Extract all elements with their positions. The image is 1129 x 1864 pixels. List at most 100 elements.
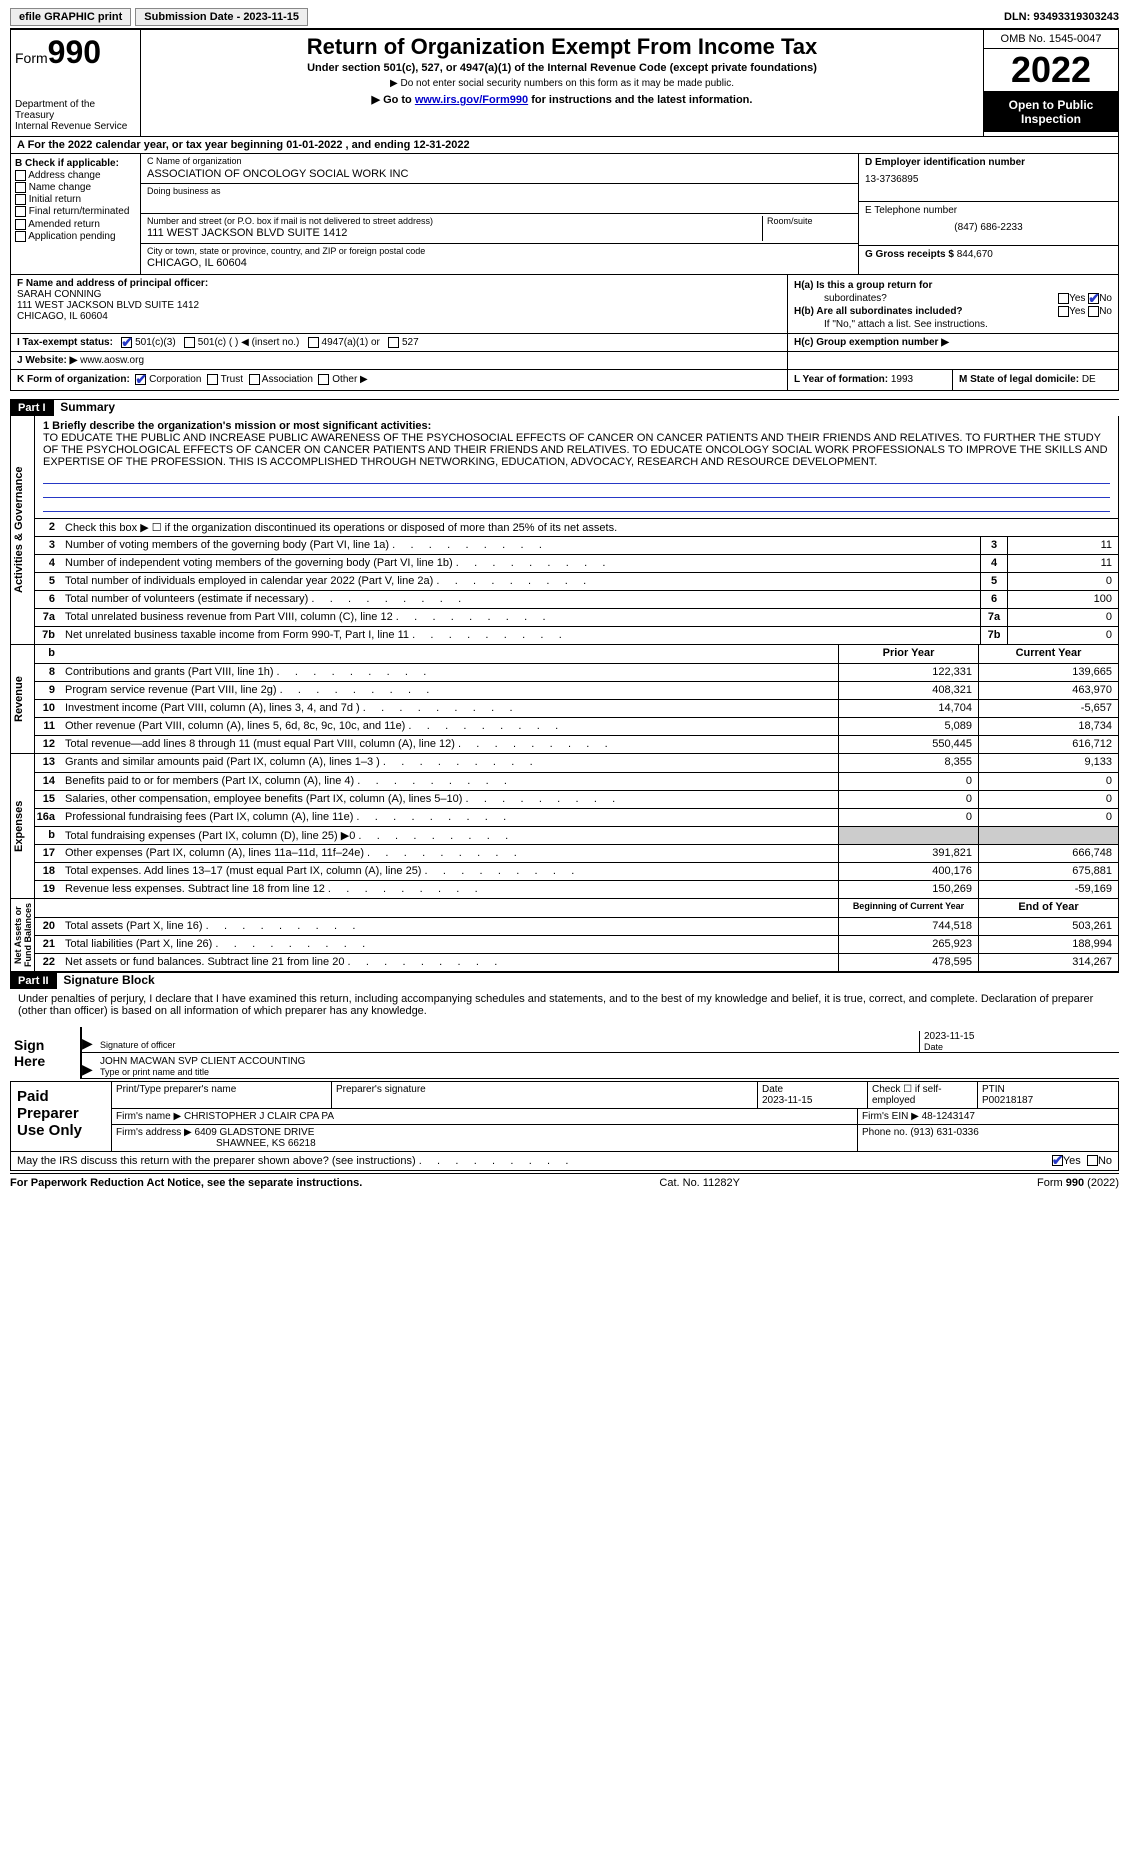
part2-badge: Part II (10, 973, 57, 989)
firm-ein: 48-1243147 (922, 1111, 975, 1122)
summary-line: 17Other expenses (Part IX, column (A), l… (35, 844, 1118, 862)
website-label: J Website: ▶ (17, 355, 77, 366)
sig-officer-label: Signature of officer (100, 1040, 175, 1050)
eoy-hdr: End of Year (978, 899, 1118, 917)
summary-line: 18Total expenses. Add lines 13–17 (must … (35, 862, 1118, 880)
tax-year: 2022 (984, 49, 1118, 92)
summary-line: 21Total liabilities (Part X, line 26)265… (35, 935, 1118, 953)
part1-badge: Part I (10, 400, 54, 416)
part2-title: Signature Block (63, 973, 154, 987)
net-assets-section: Net Assets or Fund Balances Beginning of… (10, 899, 1119, 972)
summary-line: 12Total revenue—add lines 8 through 11 (… (35, 735, 1118, 753)
street-label: Number and street (or P.O. box if mail i… (147, 216, 762, 226)
summary-line: 19Revenue less expenses. Subtract line 1… (35, 880, 1118, 898)
officer-print-name: JOHN MACWAN SVP CLIENT ACCOUNTING (100, 1056, 1115, 1067)
hc-label: H(c) Group exemption number ▶ (794, 337, 949, 348)
cb-address-change[interactable]: Address change (15, 170, 136, 181)
cb-527[interactable] (388, 337, 399, 348)
sig-date-label: Date (924, 1042, 1115, 1052)
cb-other[interactable] (318, 374, 329, 385)
entity-info-block: B Check if applicable: Address change Na… (10, 154, 1119, 275)
submission-date-button[interactable]: Submission Date - 2023-11-15 (135, 8, 308, 26)
summary-line: 14Benefits paid to or for members (Part … (35, 772, 1118, 790)
org-name-label: C Name of organization (147, 156, 852, 167)
dba-label: Doing business as (147, 186, 852, 196)
cb-application-pending[interactable]: Application pending (15, 231, 136, 242)
open-public-badge: Open to Public Inspection (984, 92, 1118, 132)
ha-yes[interactable] (1058, 293, 1069, 304)
paid-preparer-label: Paid Preparer Use Only (11, 1082, 111, 1151)
summary-line: 6Total number of volunteers (estimate if… (35, 590, 1118, 608)
cb-association[interactable] (249, 374, 260, 385)
pra-notice: For Paperwork Reduction Act Notice, see … (10, 1177, 362, 1189)
top-toolbar: efile GRAPHIC print Submission Date - 20… (10, 8, 1119, 29)
room-label: Room/suite (767, 216, 852, 226)
self-employed-check[interactable]: Check ☐ if self-employed (868, 1082, 978, 1108)
cb-initial-return[interactable]: Initial return (15, 194, 136, 205)
prep-sig-label: Preparer's signature (332, 1082, 758, 1108)
firm-addr1: 6409 GLADSTONE DRIVE (195, 1127, 315, 1138)
officer-label: F Name and address of principal officer: (17, 278, 781, 289)
tax-status-row: I Tax-exempt status: 501(c)(3) 501(c) ( … (10, 334, 1119, 352)
cb-final-return[interactable]: Final return/terminated (15, 206, 136, 217)
cb-name-change[interactable]: Name change (15, 182, 136, 193)
dept-label: Department of the Treasury Internal Reve… (15, 99, 136, 132)
form-number: Form990 (15, 34, 136, 71)
arrow-icon: ▶ (82, 1035, 96, 1052)
summary-line: 8Contributions and grants (Part VIII, li… (35, 663, 1118, 681)
vlabel-activities: Activities & Governance (11, 416, 35, 644)
form-org-row: K Form of organization: Corporation Trus… (10, 370, 1119, 390)
summary-line: 9Program service revenue (Part VIII, lin… (35, 681, 1118, 699)
cb-corporation[interactable] (135, 374, 146, 385)
efile-button[interactable]: efile GRAPHIC print (10, 8, 131, 26)
city-label: City or town, state or province, country… (147, 246, 852, 256)
boy-hdr: Beginning of Current Year (838, 899, 978, 917)
summary-line: 22Net assets or fund balances. Subtract … (35, 953, 1118, 971)
discuss-yes[interactable] (1052, 1155, 1063, 1166)
dln-text: DLN: 93493319303243 (1004, 11, 1119, 23)
cb-501c[interactable] (184, 337, 195, 348)
gross-receipts-value: 844,670 (957, 249, 993, 260)
cb-trust[interactable] (207, 374, 218, 385)
form-link-line: ▶ Go to www.irs.gov/Form990 for instruct… (151, 93, 973, 106)
mission-label: 1 Briefly describe the organization's mi… (43, 420, 431, 432)
col-b-checkboxes: B Check if applicable: Address change Na… (11, 154, 141, 274)
discuss-no[interactable] (1087, 1155, 1098, 1166)
year-formation: 1993 (891, 374, 913, 385)
telephone-label: E Telephone number (865, 205, 1112, 216)
expenses-section: Expenses 13Grants and similar amounts pa… (10, 754, 1119, 899)
summary-line: 16aProfessional fundraising fees (Part I… (35, 808, 1118, 826)
hb-no[interactable] (1088, 306, 1099, 317)
ptin-value: P00218187 (982, 1095, 1033, 1106)
hb-yes[interactable] (1058, 306, 1069, 317)
state-domicile: DE (1082, 374, 1096, 385)
cb-4947[interactable] (308, 337, 319, 348)
blank-line (43, 498, 1110, 512)
cb-amended-return[interactable]: Amended return (15, 219, 136, 230)
summary-line: 13Grants and similar amounts paid (Part … (35, 754, 1118, 772)
print-name-label: Type or print name and title (100, 1067, 1115, 1077)
paid-preparer-block: Paid Preparer Use Only Print/Type prepar… (10, 1081, 1119, 1152)
website-value: www.aosw.org (80, 355, 144, 366)
ha-no[interactable] (1088, 293, 1099, 304)
summary-line: 4Number of independent voting members of… (35, 554, 1118, 572)
hb-note: If "No," attach a list. See instructions… (794, 319, 1112, 330)
officer-addr2: CHICAGO, IL 60604 (17, 311, 781, 322)
line-b-label: b (35, 645, 61, 663)
sign-here-label: Sign Here (10, 1027, 80, 1079)
website-row: J Website: ▶ www.aosw.org (10, 352, 1119, 370)
discuss-row: May the IRS discuss this return with the… (10, 1152, 1119, 1171)
omb-number: OMB No. 1545-0047 (984, 30, 1118, 49)
form-subtitle-1: Under section 501(c), 527, or 4947(a)(1)… (151, 62, 973, 74)
signature-block: Sign Here ▶ Signature of officer 2023-11… (10, 1027, 1119, 1079)
irs-link[interactable]: www.irs.gov/Form990 (415, 94, 528, 106)
summary-line: 7aTotal unrelated business revenue from … (35, 608, 1118, 626)
blank-line (43, 470, 1110, 484)
summary-line: 2Check this box ▶ ☐ if the organization … (35, 518, 1118, 536)
current-year-hdr: Current Year (978, 645, 1118, 663)
form-footer-label: Form 990 (2022) (1037, 1177, 1119, 1189)
ein-value: 13-3736895 (865, 174, 1112, 185)
telephone-value: (847) 686-2233 (865, 222, 1112, 233)
revenue-section: Revenue b Prior Year Current Year 8Contr… (10, 645, 1119, 754)
cb-501c3[interactable] (121, 337, 132, 348)
